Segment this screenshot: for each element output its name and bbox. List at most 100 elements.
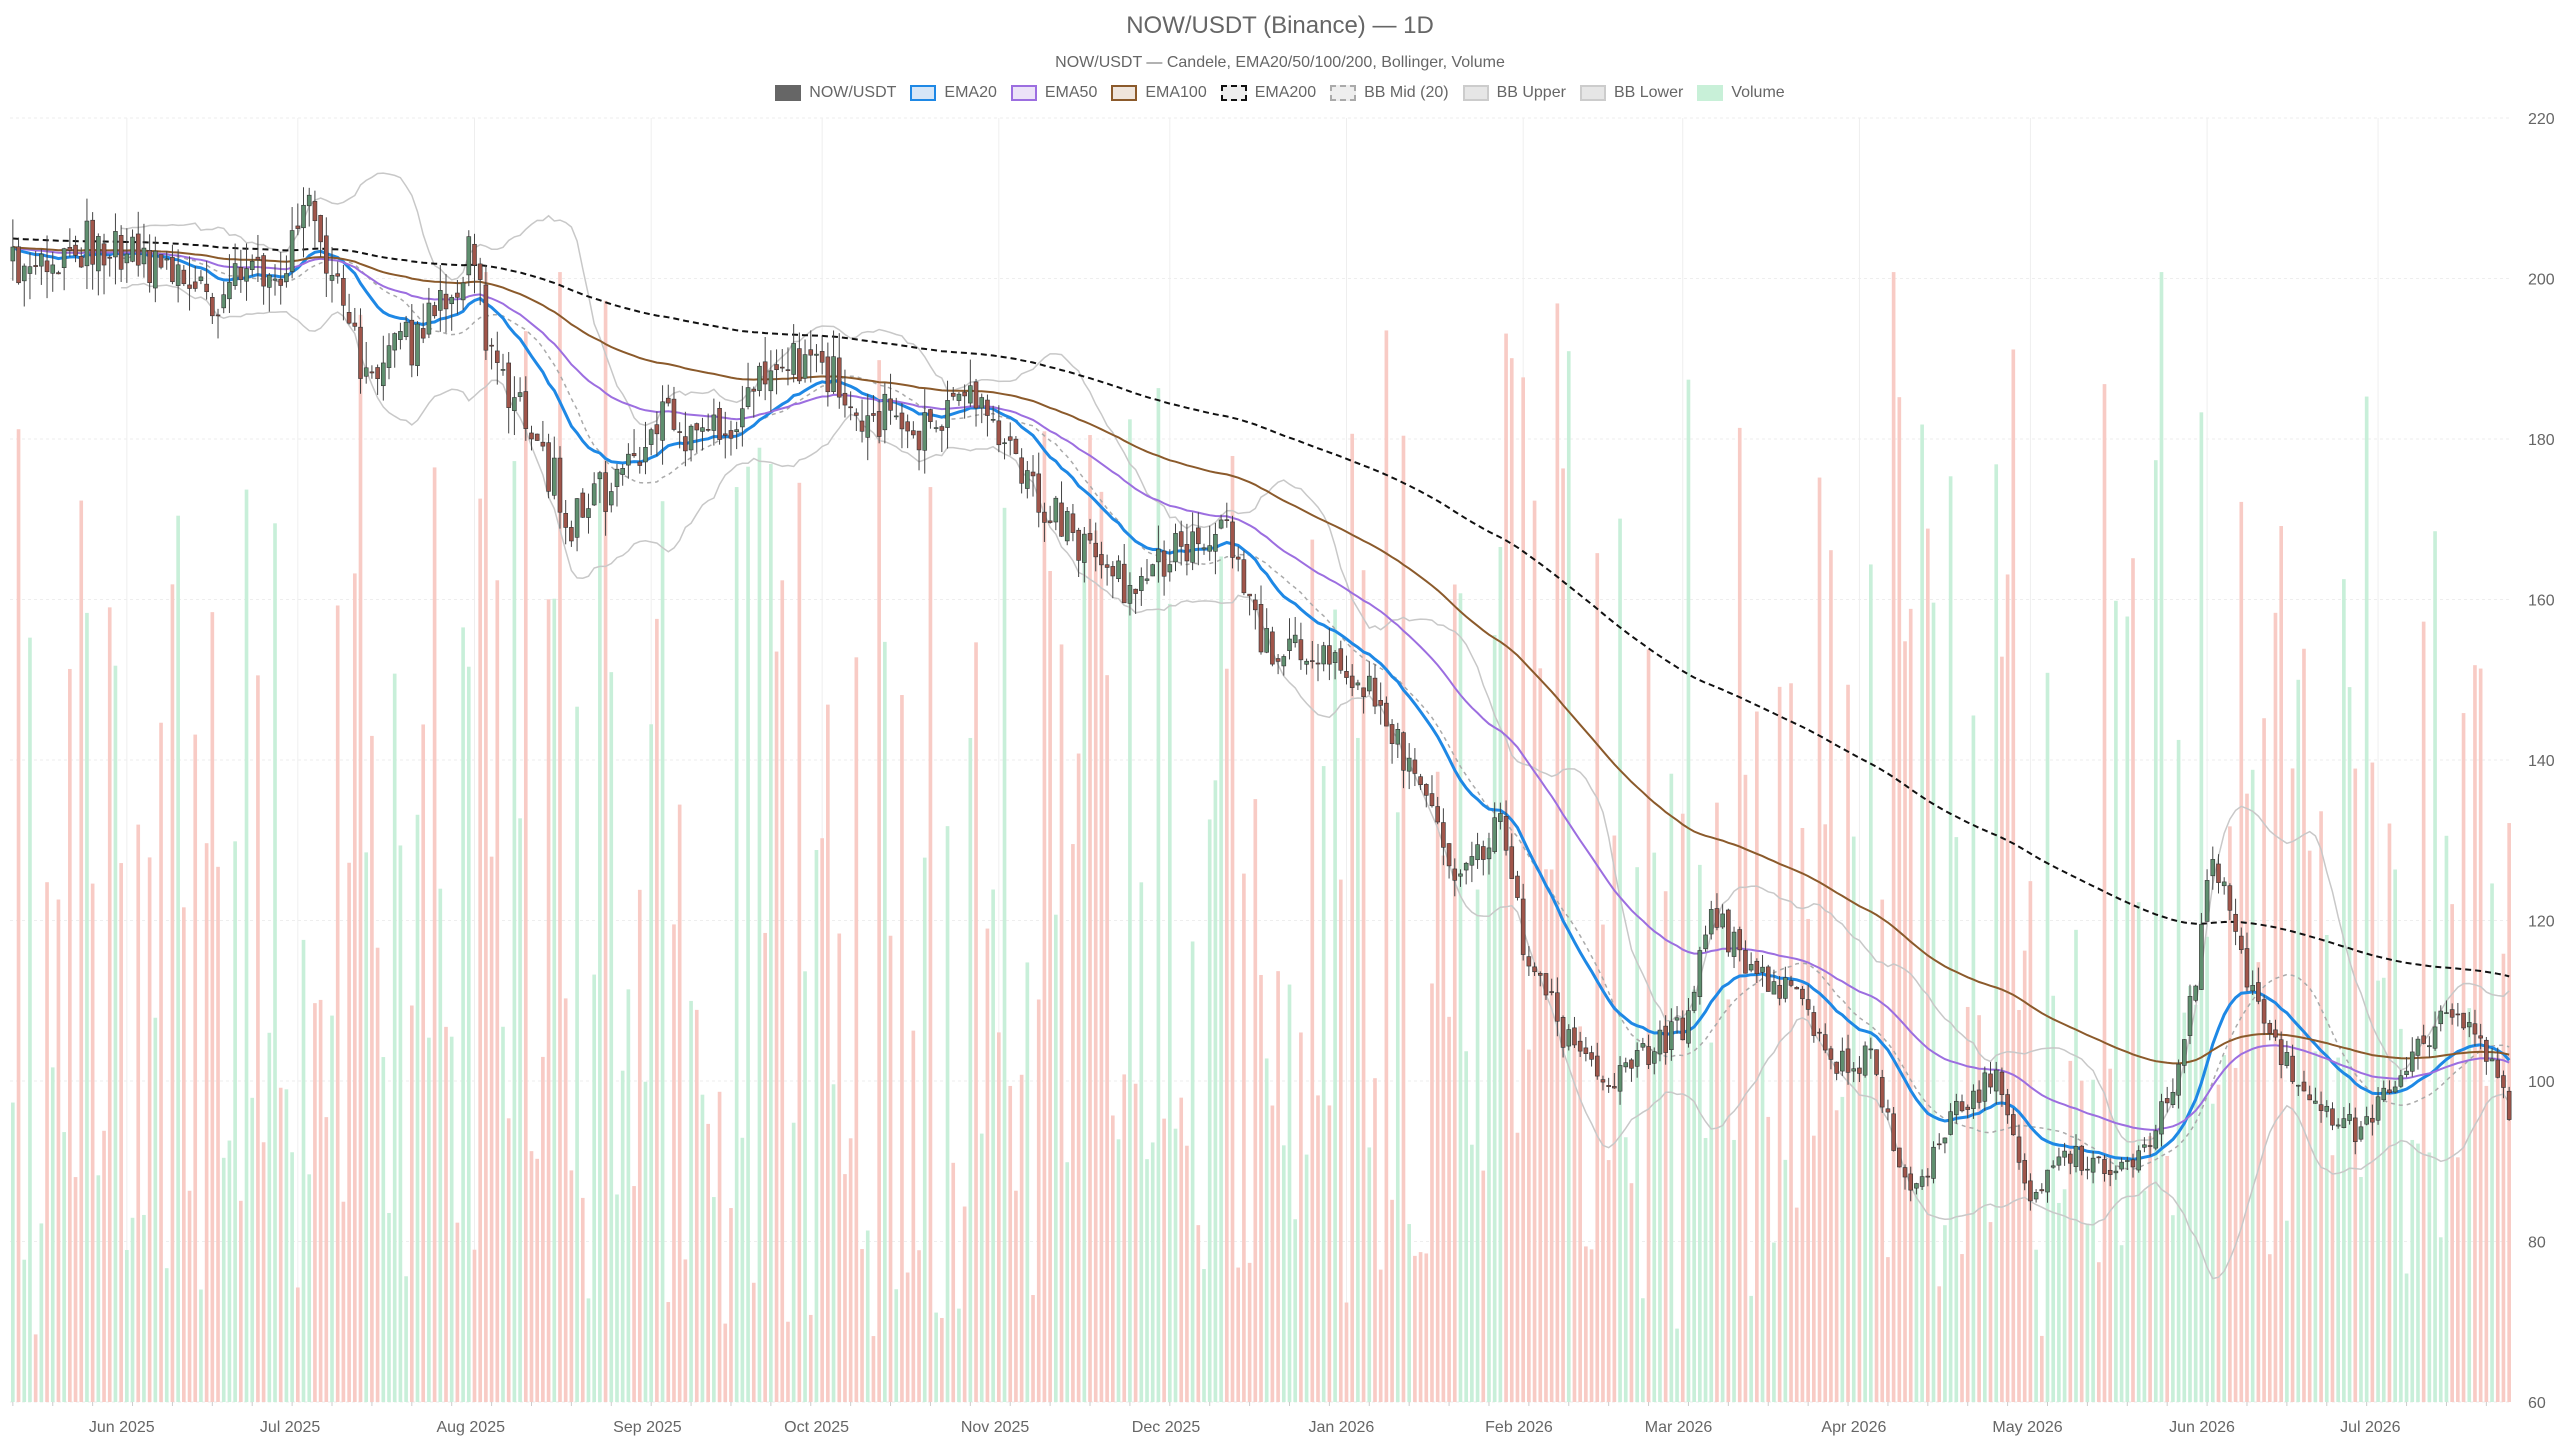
volume-bar xyxy=(1378,1269,1383,1402)
candle-body xyxy=(1196,527,1201,545)
volume-bar xyxy=(2313,1051,2318,1402)
candle xyxy=(677,422,682,449)
candle xyxy=(643,421,648,475)
volume-bar xyxy=(2102,384,2107,1402)
x-tick-label: Apr 2026 xyxy=(1821,1419,1886,1436)
candle-body xyxy=(1104,564,1110,568)
candle xyxy=(2005,1088,2010,1124)
candle-body xyxy=(1760,966,1765,973)
candle-body xyxy=(677,431,682,433)
volume-bar xyxy=(2484,1085,2489,1402)
volume-bar xyxy=(1430,983,1434,1402)
candle-body xyxy=(665,397,671,404)
volume-bar xyxy=(1555,303,1560,1402)
candle xyxy=(711,398,717,446)
candle xyxy=(2307,1085,2312,1101)
legend-item-bb-mid[interactable]: BB Mid (20) xyxy=(1330,84,1449,102)
candle xyxy=(1366,661,1372,695)
legend-item-ema50[interactable]: EMA50 xyxy=(1010,84,1097,102)
candle xyxy=(2090,1151,2096,1184)
candle-body xyxy=(147,249,152,283)
legend-item-volume[interactable]: Volume xyxy=(1697,84,1785,102)
candle xyxy=(2324,1100,2330,1118)
candle-body xyxy=(1173,533,1178,563)
volume-bar xyxy=(39,1223,44,1402)
candle xyxy=(694,422,700,453)
candle-body xyxy=(2341,1118,2347,1128)
volume-bar xyxy=(1116,1139,1121,1402)
volume-bar xyxy=(1703,1137,1708,1402)
candle xyxy=(1589,1045,1594,1067)
candle-body xyxy=(1446,843,1452,867)
volume-bar xyxy=(387,1212,391,1402)
volume-bar xyxy=(1658,1049,1662,1402)
volume-bar xyxy=(1960,1254,1964,1402)
candle-body xyxy=(968,385,973,404)
legend-item-bb-upper[interactable]: BB Upper xyxy=(1462,84,1566,102)
volume-bar xyxy=(529,1151,534,1402)
candle-body xyxy=(187,284,192,289)
volume-bar xyxy=(1424,1253,1429,1402)
volume-bar xyxy=(757,447,762,1402)
volume-bar xyxy=(2171,1215,2175,1402)
chart-subtitle: NOW/USDT — Candele, EMA20/50/100/200, Bo… xyxy=(1055,54,1505,71)
candle-body xyxy=(1304,660,1309,665)
candle xyxy=(1948,1103,1953,1136)
volume-bar xyxy=(2068,1060,2073,1402)
volume-bar xyxy=(1509,358,1514,1402)
candle xyxy=(1845,1034,1851,1085)
legend-item-ema20[interactable]: EMA20 xyxy=(910,84,997,102)
legend-item-now-usdt[interactable]: NOW/USDT xyxy=(775,84,896,102)
candle xyxy=(1104,554,1110,586)
candle xyxy=(728,420,734,456)
candle xyxy=(842,369,848,418)
candle xyxy=(158,254,164,270)
candle xyxy=(1446,843,1452,879)
candle-body xyxy=(2421,1035,2426,1044)
legend-item-ema200[interactable]: EMA200 xyxy=(1220,84,1316,102)
candle-body xyxy=(1805,999,1811,1010)
candle xyxy=(238,249,244,293)
candle xyxy=(637,446,643,474)
candle xyxy=(1406,743,1412,790)
candle xyxy=(1127,572,1133,616)
y-tick-label: 180 xyxy=(2528,432,2555,449)
candle xyxy=(284,255,289,288)
volume-bar xyxy=(1036,999,1041,1402)
volume-bar xyxy=(1794,1207,1799,1402)
candle-body xyxy=(181,269,187,285)
candle xyxy=(175,249,181,303)
candle xyxy=(865,393,871,461)
volume-bar xyxy=(1726,999,1731,1402)
legend-item-bb-lower[interactable]: BB Lower xyxy=(1579,84,1683,102)
volume-bar xyxy=(569,1170,574,1402)
volume-bar xyxy=(1675,1328,1679,1402)
volume-bar xyxy=(1344,1302,1349,1402)
legend-item-ema100[interactable]: EMA100 xyxy=(1111,84,1207,102)
candle xyxy=(449,294,454,331)
candle xyxy=(1463,861,1469,885)
candle-body xyxy=(688,425,694,451)
candle-body xyxy=(740,408,745,428)
legend-label: NOW/USDT xyxy=(809,84,897,101)
volume-bar xyxy=(1789,683,1793,1402)
candle xyxy=(2045,1169,2050,1203)
volume-bar xyxy=(1749,1295,1753,1402)
volume-bar xyxy=(182,907,186,1402)
volume-bar xyxy=(1281,1145,1286,1402)
volume-bar xyxy=(489,856,494,1402)
candle xyxy=(1338,640,1344,674)
candle-body xyxy=(1543,973,1549,996)
candle xyxy=(16,237,21,285)
candle xyxy=(2233,898,2238,946)
candle xyxy=(312,190,318,248)
candle-body xyxy=(1309,660,1315,662)
candle xyxy=(779,349,785,373)
candle xyxy=(1201,543,1207,555)
candle xyxy=(1988,1061,1993,1094)
y-tick-label: 140 xyxy=(2528,753,2555,770)
volume-bar xyxy=(415,814,420,1402)
volume-bar xyxy=(1264,1058,1269,1402)
volume-bar xyxy=(1173,1128,1178,1402)
